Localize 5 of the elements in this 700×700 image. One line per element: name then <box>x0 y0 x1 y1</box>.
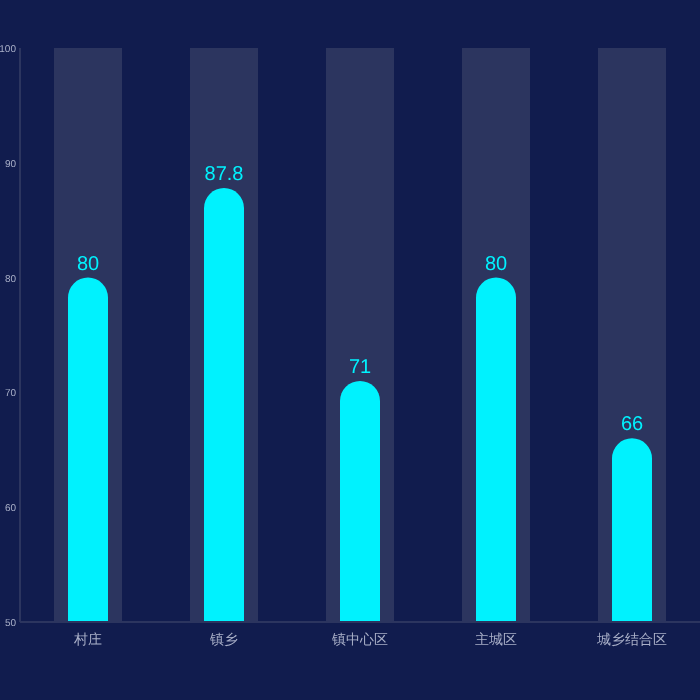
data-label: 80 <box>76 253 100 276</box>
data-label: 87.8 <box>204 164 245 187</box>
data-label: 66 <box>620 414 644 437</box>
data-label: 71 <box>348 356 372 379</box>
data-label: 80 <box>484 253 508 276</box>
